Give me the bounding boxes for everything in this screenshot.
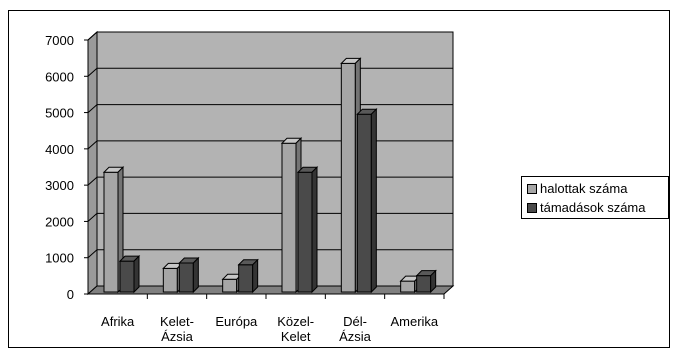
bar-2-6 xyxy=(415,269,437,294)
legend-item-series-2: támadások száma xyxy=(527,200,646,215)
gridline-7000 xyxy=(87,31,453,41)
bar-2-4 xyxy=(296,166,319,294)
gridlines xyxy=(87,31,453,259)
y-tick-label-6000: 6000 xyxy=(45,69,74,84)
legend-swatch-series-1 xyxy=(527,183,537,194)
chart-walls xyxy=(86,30,455,296)
bar-2-1 xyxy=(118,254,141,294)
x-tick-label-6: Amerika xyxy=(390,314,438,329)
y-tick-label-0: 0 xyxy=(67,287,74,302)
bar-2-5 xyxy=(356,107,378,294)
y-tick-label-1000: 1000 xyxy=(45,251,74,266)
legend: halottak száma támadások száma xyxy=(521,176,669,219)
x-tick-label-4: Közel-Kelet xyxy=(277,314,314,344)
floor xyxy=(86,285,455,295)
gridline-5000 xyxy=(87,104,453,113)
legend-label-series-1: halottak száma xyxy=(540,181,628,196)
bar-2-3 xyxy=(237,258,259,294)
bars xyxy=(102,57,437,294)
x-tick-label-3: Európa xyxy=(215,314,258,329)
y-tick-label-3000: 3000 xyxy=(45,178,74,193)
gridline-3000 xyxy=(87,176,453,186)
gridline-4000 xyxy=(87,140,453,150)
bar-2-2 xyxy=(178,256,200,294)
x-tick-label-5: Dél-Ázsia xyxy=(339,314,372,344)
y-tick-label-7000: 7000 xyxy=(45,33,74,48)
legend-swatch-series-2 xyxy=(527,202,537,213)
y-tick-label-4000: 4000 xyxy=(45,142,74,157)
x-tick-label-2: Kelet-Ázsia xyxy=(160,314,194,344)
y-axis-ticks: 0 1000 2000 3000 4000 5000 6000 7000 xyxy=(45,33,445,302)
x-axis-labels: Afrika Kelet-Ázsia Európa Közel-Kelet Dél-Áz… xyxy=(101,314,439,344)
y-tick-label-5000: 5000 xyxy=(45,106,74,121)
gridline-6000 xyxy=(87,67,453,77)
gridline-2000 xyxy=(87,212,453,222)
legend-label-series-2: támadások száma xyxy=(540,200,646,215)
gridline-1000 xyxy=(87,249,453,259)
legend-item-series-1: halottak száma xyxy=(527,181,627,196)
x-tick-label-1: Afrika xyxy=(101,314,135,329)
back-wall xyxy=(96,31,454,287)
side-wall xyxy=(87,30,98,296)
y-tick-label-2000: 2000 xyxy=(45,214,74,229)
